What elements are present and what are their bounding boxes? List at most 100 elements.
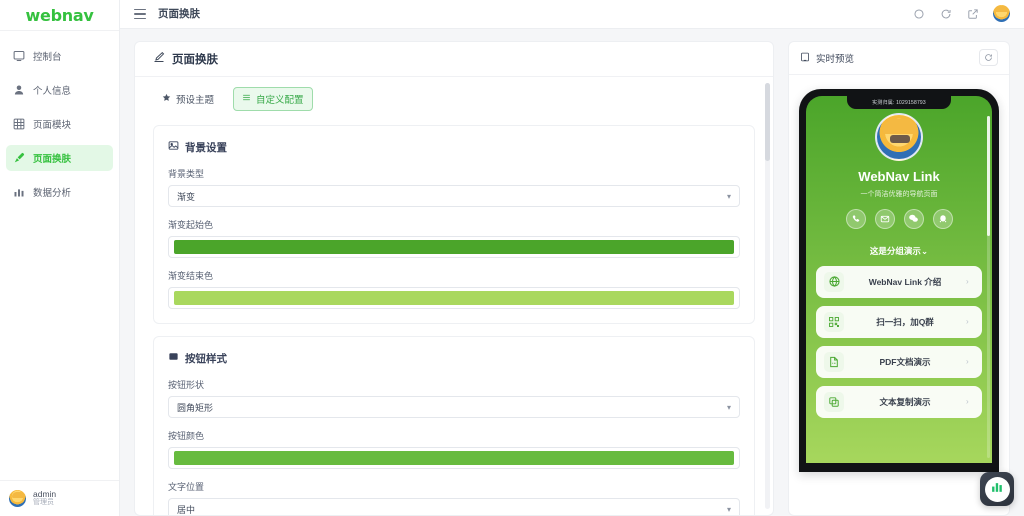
editor-card-header: 页面换肤 (135, 42, 773, 78)
chart-icon (12, 186, 25, 199)
sidebar-item-label: 页面换肤 (33, 154, 72, 165)
menu-toggle-icon[interactable] (134, 8, 146, 19)
field-background-type: 背景类型 渐变 ▾ (168, 167, 740, 208)
sliders-icon (242, 93, 251, 105)
site-title: WebNav Link (858, 168, 940, 184)
link-list: WebNav Link 介绍 › (806, 265, 992, 418)
section-header: 背景设置 (168, 138, 740, 156)
chevron-right-icon: › (966, 357, 969, 367)
preview-refresh-button[interactable] (979, 49, 998, 67)
list-item[interactable]: WebNav Link 介绍 › (816, 265, 982, 298)
qq-icon[interactable] (932, 208, 953, 229)
scrollbar-thumb[interactable] (987, 115, 990, 236)
sidebar-item-dashboard[interactable]: 控制台 (6, 43, 113, 69)
section-button-style: 按钮样式 按钮形状 圆角矩形 ▾ 按钮颜色 (153, 336, 755, 515)
field-label: 渐变结束色 (168, 271, 214, 282)
list-item-label: PDF文档演示 (879, 356, 931, 367)
user-icon (12, 84, 25, 97)
edit-icon (153, 50, 165, 68)
user-name: admin (33, 488, 57, 499)
phone-icon[interactable] (845, 208, 866, 229)
monitor-icon (800, 49, 810, 67)
phone-bottom-bar (806, 462, 992, 472)
chevron-right-icon: › (966, 397, 969, 407)
star-icon (162, 93, 171, 105)
avatar[interactable] (993, 5, 1010, 23)
field-gradient-end: 渐变结束色 (168, 269, 740, 310)
dashboard-icon (12, 50, 25, 63)
floating-stats-button[interactable] (980, 472, 1014, 506)
sidebar-item-page-skin[interactable]: 页面换肤 (6, 145, 113, 171)
gradient-start-color-picker[interactable] (168, 236, 740, 259)
list-item-label: WebNav Link 介绍 (868, 276, 942, 287)
list-item[interactable]: 文本复制演示 › (816, 385, 982, 418)
editor-scrollbar[interactable] (765, 83, 770, 509)
content-area: 页面换肤 预设主题 (120, 28, 1024, 516)
scrollbar-thumb[interactable] (765, 83, 770, 162)
section-header: 按钮样式 (168, 349, 740, 367)
tab-label: 自定义配置 (256, 95, 304, 107)
sidebar-item-label: 个人信息 (33, 86, 72, 97)
phone-scrollbar[interactable] (987, 115, 990, 458)
field-button-shape: 按钮形状 圆角矩形 ▾ (168, 378, 740, 419)
tab-preset-themes[interactable]: 预设主题 (153, 87, 223, 111)
circle-icon[interactable] (912, 7, 926, 21)
button-shape-select[interactable]: 圆角矩形 ▾ (168, 396, 740, 419)
list-item[interactable]: PDF文档演示 › (816, 345, 982, 378)
chevron-down-icon: ▾ (726, 504, 731, 514)
avatar (875, 112, 923, 161)
section-title: 背景设置 (185, 141, 227, 154)
breadcrumb: 页面换肤 (158, 8, 200, 21)
preview-card: 实时预览 实测归属: 1029158793 (788, 40, 1010, 516)
external-link-icon[interactable] (966, 7, 980, 21)
mail-icon[interactable] (874, 208, 895, 229)
editor-tabs: 预设主题 自定义配置 (153, 87, 755, 112)
section-background-settings: 背景设置 背景类型 渐变 ▾ 渐变起始色 (153, 125, 755, 325)
grid-icon (12, 118, 25, 131)
gradient-end-color-picker[interactable] (168, 287, 740, 310)
chevron-down-icon: ▾ (726, 191, 731, 201)
topbar: 页面换肤 (120, 0, 1024, 29)
sidebar-item-profile[interactable]: 个人信息 (6, 77, 113, 103)
field-button-color: 按钮颜色 (168, 429, 740, 470)
field-label: 按钮颜色 (168, 431, 205, 442)
list-item[interactable]: 扫一扫，加Q群 › (816, 305, 982, 338)
field-text-position: 文字位置 居中 ▾ (168, 480, 740, 515)
bar-chart-icon (990, 480, 1004, 499)
group-label: 这是分组演示 (869, 245, 921, 256)
square-icon (168, 349, 179, 367)
tab-custom-config[interactable]: 自定义配置 (233, 87, 313, 112)
select-value: 居中 (177, 504, 196, 515)
field-gradient-start: 渐变起始色 (168, 218, 740, 259)
topbar-actions (912, 5, 1010, 23)
page-title: 页面换肤 (172, 54, 218, 67)
chevron-down-icon: ⌄ (920, 245, 929, 256)
brush-icon (12, 152, 25, 165)
qrcode-icon (824, 311, 844, 332)
phone-status-text: 实测归属: 1029158793 (872, 99, 926, 106)
field-label: 渐变起始色 (168, 220, 214, 231)
text-position-select[interactable]: 居中 ▾ (168, 498, 740, 515)
refresh-icon[interactable] (939, 7, 953, 21)
group-header[interactable]: 这是分组演示⌄ (806, 245, 992, 257)
field-label: 按钮形状 (168, 380, 205, 391)
sidebar: webnav 控制台 个人信息 (0, 0, 120, 516)
brand-logo[interactable]: webnav (0, 0, 119, 31)
background-type-select[interactable]: 渐变 ▾ (168, 185, 740, 208)
sidebar-item-analytics[interactable]: 数据分析 (6, 179, 113, 205)
select-value: 圆角矩形 (177, 402, 214, 413)
color-swatch (174, 291, 734, 306)
main-column: 页面换肤 (120, 0, 1024, 516)
sidebar-item-label: 数据分析 (33, 188, 72, 199)
sidebar-item-page-modules[interactable]: 页面模块 (6, 111, 113, 137)
copy-icon (824, 391, 844, 412)
phone-screen: 实测归属: 1029158793 WebNav Link 一个简洁优雅的导航页面 (806, 95, 992, 472)
color-swatch (174, 240, 734, 255)
chevron-down-icon: ▾ (726, 402, 731, 412)
sidebar-user-card[interactable]: admin 管理员 (0, 480, 119, 516)
button-color-picker[interactable] (168, 447, 740, 470)
wechat-icon[interactable] (903, 208, 924, 229)
fab-inner (984, 476, 1010, 502)
field-label: 背景类型 (168, 169, 205, 180)
chevron-right-icon: › (966, 277, 969, 287)
